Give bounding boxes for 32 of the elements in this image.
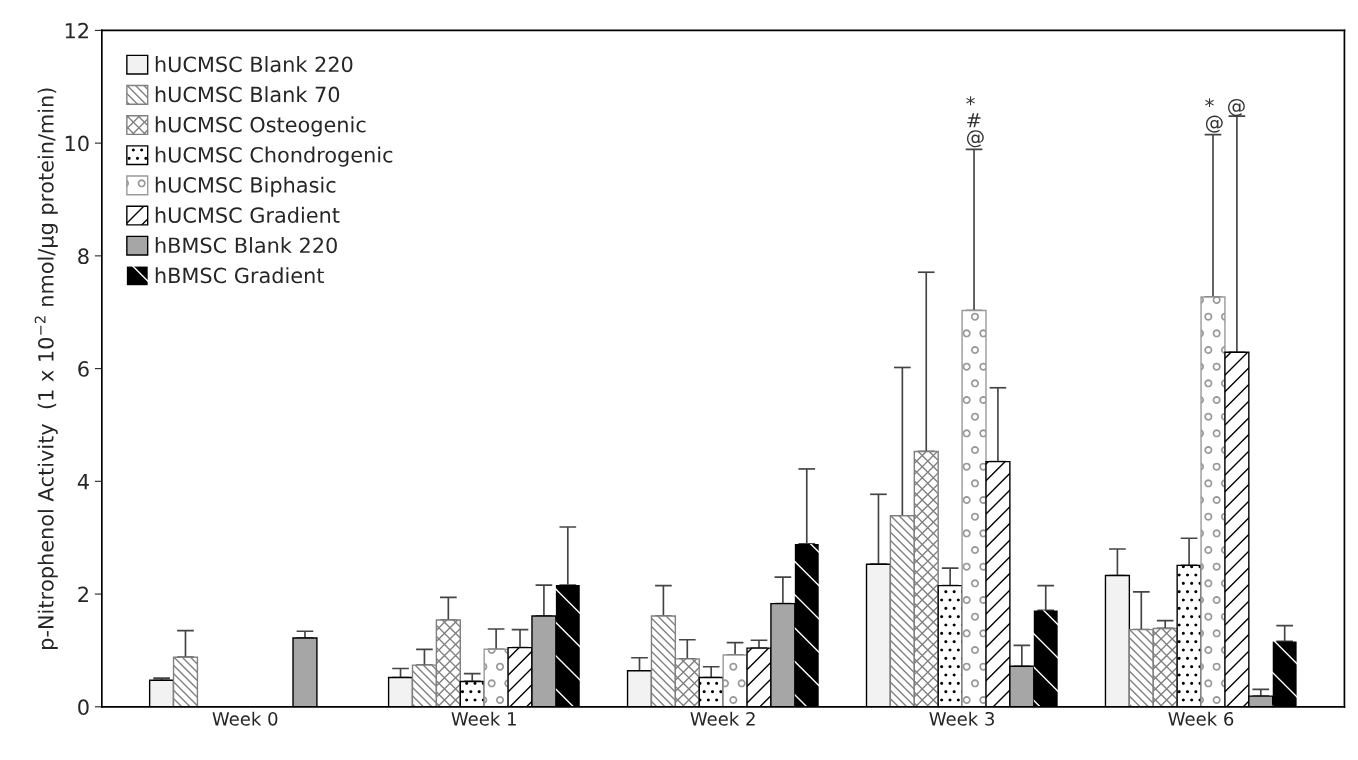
x-tick-label: Week 1 — [451, 711, 516, 726]
legend-label: hBMSC Gradient — [155, 267, 324, 284]
annotation: * @ @ — [1205, 98, 1245, 133]
x-tick-label: Week 0 — [212, 711, 278, 726]
y-axis-title: p-Nitrophenol Activity (1 x 10$^{−2}$ nmol/μg protein/min) — [34, 88, 58, 649]
legend-label: hUCMSC Chondrogenic — [155, 146, 393, 167]
legend-label: hUCMSC Blank 220 — [155, 56, 353, 73]
bar — [1272, 641, 1297, 707]
legend-label: hUCMSC Gradient — [155, 206, 340, 223]
bar — [483, 648, 509, 707]
bar — [794, 543, 819, 707]
x-tick-label: Week 6 — [1168, 711, 1234, 726]
bar — [172, 656, 199, 707]
legend-label: hUCMSC Osteogenic — [155, 116, 366, 137]
annotation: * # @ — [966, 96, 984, 148]
bar — [722, 654, 748, 707]
legend-label: hUCMSC Blank 70 — [155, 86, 340, 103]
x-tick-label: Week 2 — [690, 711, 755, 726]
bar — [961, 309, 987, 707]
legend-label: hBMSC Blank 220 — [155, 237, 337, 254]
y-tick-label: 2 — [78, 586, 88, 602]
bar — [555, 585, 580, 707]
y-tick-label: 6 — [78, 361, 89, 377]
y-tick-label: 4 — [77, 474, 89, 490]
y-tick-label: 12 — [65, 22, 88, 39]
x-tick-label: Week 3 — [929, 711, 994, 726]
legend-label: hUCMSC Biphasic — [155, 176, 336, 197]
bar — [1200, 296, 1226, 707]
y-tick-label: 0 — [78, 699, 89, 716]
bar — [1033, 610, 1058, 707]
y-tick-label: 10 — [65, 135, 89, 152]
y-tick-label: 8 — [78, 248, 89, 265]
